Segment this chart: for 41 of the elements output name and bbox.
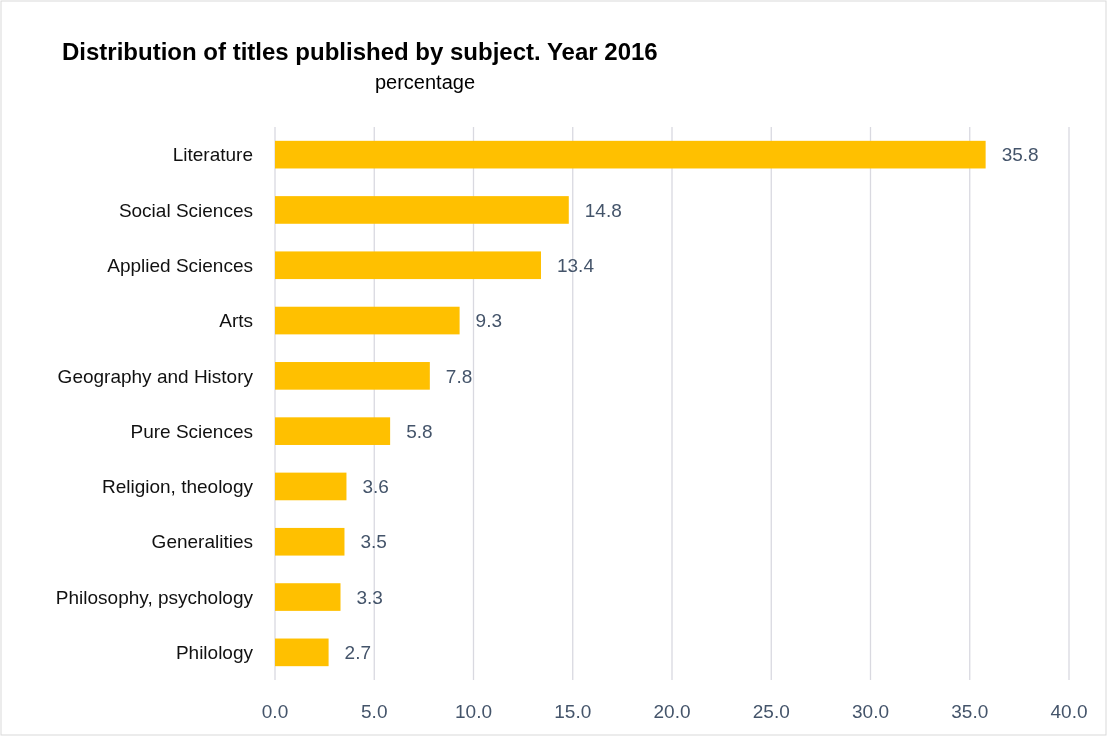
data-label: 13.4	[556, 254, 595, 276]
y-tick-label: Arts	[219, 310, 253, 332]
x-tick-label: 35.0	[951, 701, 989, 722]
bar	[275, 472, 347, 501]
data-label: 14.8	[584, 199, 622, 221]
x-tick-label: 15.0	[554, 701, 592, 722]
y-tick-label: Religion, theology	[101, 476, 254, 498]
x-tick-label: 20.0	[653, 701, 691, 722]
y-tick-label: Generalities	[151, 531, 253, 553]
bar	[275, 196, 569, 224]
data-label: 5.8	[406, 420, 433, 442]
y-tick-label: Geography and History	[57, 365, 254, 387]
x-tick-label: 30.0	[852, 701, 889, 722]
bar	[275, 362, 430, 390]
data-label: 3.6	[362, 476, 389, 498]
bar	[275, 306, 460, 335]
data-label: 3.3	[356, 586, 383, 608]
bar	[275, 638, 329, 667]
y-tick-label: Philology	[175, 642, 254, 663]
chart-title: Distribution of titles published by subject. Year 2016	[62, 38, 658, 65]
data-label: 2.7	[344, 642, 372, 663]
bar	[275, 251, 541, 280]
y-tick-label: Pure Sciences	[130, 420, 253, 442]
data-label: 7.8	[445, 365, 473, 387]
bar	[275, 583, 341, 611]
x-tick-label: 25.0	[752, 701, 790, 722]
y-tick-label: Applied Sciences	[107, 254, 253, 276]
y-tick-label: Social Sciences	[118, 199, 253, 221]
x-tick-label: 0.0	[261, 701, 289, 722]
y-tick-label: Literature	[172, 144, 253, 166]
x-tick-label: 10.0	[455, 701, 492, 722]
x-tick-label: 40.0	[1050, 701, 1088, 722]
bar	[275, 140, 986, 169]
bar	[275, 417, 391, 445]
chart-subtitle: percentage	[374, 71, 476, 93]
data-label: 9.3	[475, 310, 503, 332]
data-label: 35.8	[1001, 144, 1039, 166]
data-label: 3.5	[360, 531, 387, 553]
y-tick-label: Philosophy, psychology	[55, 586, 254, 608]
bar	[275, 527, 345, 556]
x-tick-label: 5.0	[361, 701, 388, 722]
